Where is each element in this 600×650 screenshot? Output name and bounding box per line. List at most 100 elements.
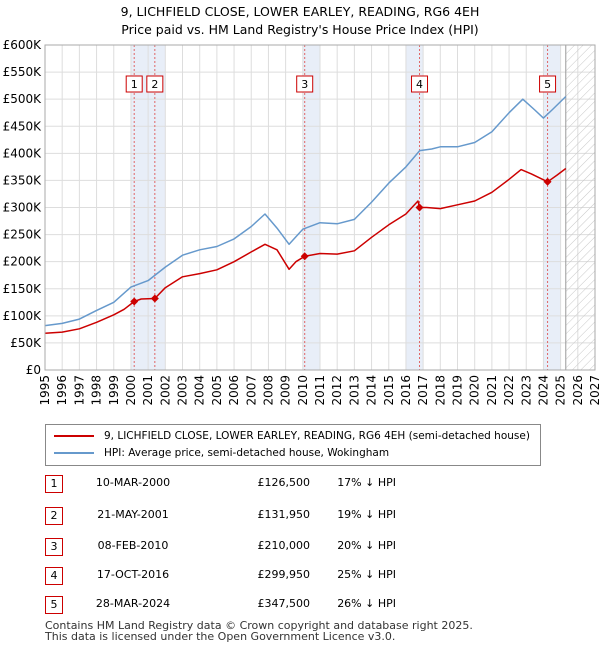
sale-price: £126,500 [257, 476, 311, 489]
sale-row: 3 08-FEB-2010 £210,000 20% ↓ HPI [45, 538, 585, 558]
x-tick-label: 2024 [536, 375, 550, 406]
y-tick-label: £250K [3, 228, 43, 242]
legend-swatch-hpi [54, 452, 94, 454]
sale-date: 21-MAY-2001 [97, 508, 169, 521]
y-tick-label: £450K [3, 119, 43, 133]
y-tick-label: £300K [3, 201, 43, 215]
y-tick-label: £50K [10, 336, 42, 350]
sale-hpi-diff: 25% ↓ HPI [337, 568, 396, 581]
x-tick-label: 2011 [313, 375, 327, 406]
x-tick-label: 1995 [38, 375, 52, 406]
sale-label-box [411, 75, 429, 93]
legend-label-hpi: HPI: Average price, semi-detached house,… [104, 447, 390, 459]
x-tick-label: 2012 [330, 375, 344, 406]
sale-label-number: 4 [416, 78, 423, 91]
sale-point [130, 297, 139, 306]
x-tick-label: 2004 [193, 375, 207, 406]
x-tick-label: 2009 [279, 375, 293, 406]
sale-price: £131,950 [257, 508, 311, 521]
x-tick-label: 2006 [227, 375, 241, 406]
x-tick-label: 1997 [72, 375, 86, 406]
footer-licence: This data is licensed under the Open Gov… [45, 630, 396, 643]
x-tick-label: 2010 [296, 375, 310, 406]
forecast-region [565, 45, 595, 370]
x-tick-label: 2000 [124, 375, 138, 406]
sale-label-number: 3 [301, 78, 308, 91]
sale-number-badge: 1 [45, 475, 63, 493]
sale-number-badge: 3 [45, 538, 63, 556]
sale-point [300, 252, 309, 261]
legend-swatch-property [54, 435, 94, 437]
x-tick-label: 2022 [502, 375, 516, 406]
x-tick-label: 2001 [141, 375, 155, 406]
legend-label-property: 9, LICHFIELD CLOSE, LOWER EARLEY, READIN… [104, 430, 530, 442]
sale-label-number: 5 [544, 78, 551, 91]
y-tick-label: £500K [3, 92, 43, 106]
x-tick-label: 2005 [210, 375, 224, 406]
y-tick-label: £200K [3, 255, 43, 269]
sale-number-badge: 2 [45, 507, 63, 525]
sale-row: 2 21-MAY-2001 £131,950 19% ↓ HPI [45, 507, 585, 527]
sale-date: 17-OCT-2016 [96, 568, 170, 581]
x-tick-label: 2007 [244, 375, 258, 406]
x-tick-label: 2020 [468, 375, 482, 406]
x-tick-label: 2014 [365, 375, 379, 406]
sale-hpi-diff: 26% ↓ HPI [337, 597, 396, 610]
y-tick-label: £350K [3, 173, 43, 187]
sale-hpi-diff: 17% ↓ HPI [337, 476, 396, 489]
sale-label-box [125, 75, 143, 93]
x-tick-label: 1999 [107, 375, 121, 406]
x-tick-label: 1996 [55, 375, 69, 406]
sale-row: 4 17-OCT-2016 £299,950 25% ↓ HPI [45, 567, 585, 587]
x-tick-label: 2026 [571, 375, 585, 406]
x-tick-label: 2018 [433, 375, 447, 406]
sale-date: 28-MAR-2024 [95, 597, 171, 610]
sale-point [150, 294, 159, 303]
sale-price: £210,000 [257, 539, 311, 552]
legend-item-hpi: HPI: Average price, semi-detached house,… [54, 447, 389, 459]
sale-row: 5 28-MAR-2024 £347,500 26% ↓ HPI [45, 596, 585, 616]
x-tick-label: 2016 [399, 375, 413, 406]
sale-date: 08-FEB-2010 [97, 539, 169, 552]
x-tick-label: 2021 [485, 375, 499, 406]
sale-price: £299,950 [257, 568, 311, 581]
x-tick-label: 2019 [451, 375, 465, 406]
x-tick-label: 1998 [90, 375, 104, 406]
legend: 9, LICHFIELD CLOSE, LOWER EARLEY, READIN… [45, 424, 541, 466]
x-tick-label: 2023 [519, 375, 533, 406]
x-tick-label: 2002 [158, 375, 172, 406]
x-tick-label: 2025 [554, 375, 568, 406]
x-tick-label: 2017 [416, 375, 430, 406]
x-tick-label: 2013 [347, 375, 361, 406]
plot-frame [44, 44, 596, 371]
sale-point [415, 203, 424, 212]
sale-hpi-diff: 20% ↓ HPI [337, 539, 396, 552]
sale-label-box [296, 75, 314, 93]
x-tick-label: 2003 [176, 375, 190, 406]
sale-hpi-diff: 19% ↓ HPI [337, 508, 396, 521]
sale-row: 1 10-MAR-2000 £126,500 17% ↓ HPI [45, 475, 585, 495]
chart-subtitle: Price paid vs. HM Land Registry's House … [121, 22, 479, 37]
y-tick-label: £600K [3, 38, 43, 52]
sale-label-number: 1 [131, 78, 138, 91]
sale-date: 10-MAR-2000 [95, 476, 171, 489]
chart-title: 9, LICHFIELD CLOSE, LOWER EARLEY, READIN… [120, 4, 480, 19]
x-tick-label: 2015 [382, 375, 396, 406]
y-tick-label: £400K [3, 146, 43, 160]
legend-item-property: 9, LICHFIELD CLOSE, LOWER EARLEY, READIN… [54, 430, 530, 442]
y-tick-label: £0 [26, 363, 41, 377]
x-tick-label: 2027 [588, 375, 600, 406]
y-tick-label: £550K [3, 65, 43, 79]
sale-label-box [146, 75, 164, 93]
sale-label-box [539, 75, 557, 93]
hpi-line [44, 95, 567, 327]
footer: Contains HM Land Registry data © Crown c… [45, 620, 473, 642]
sale-label-number: 2 [151, 78, 158, 91]
y-tick-label: £100K [3, 309, 43, 323]
footer-copyright: Contains HM Land Registry data © Crown c… [45, 619, 473, 632]
sale-price: £347,500 [257, 597, 311, 610]
sale-number-badge: 4 [45, 567, 63, 585]
sale-point [543, 177, 552, 186]
sale-number-badge: 5 [45, 596, 63, 614]
